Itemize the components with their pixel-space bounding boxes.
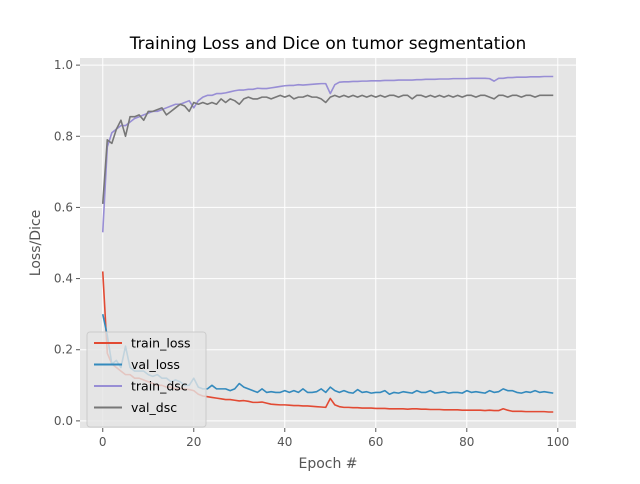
x-tick-label: 20 xyxy=(186,435,201,449)
y-tick-label: 0.4 xyxy=(54,272,73,286)
x-tick-label: 40 xyxy=(277,435,292,449)
y-tick-label: 0.0 xyxy=(54,414,73,428)
y-tick-label: 0.6 xyxy=(54,200,73,214)
series-line-val-dsc xyxy=(101,94,554,204)
legend-label-train-loss: train_loss xyxy=(131,336,191,351)
series-line-train-dsc xyxy=(101,75,554,233)
y-tick-label: 0.8 xyxy=(54,129,73,143)
legend-label-train-dsc: train_dsc xyxy=(131,379,188,394)
y-tick-label: 0.2 xyxy=(54,343,73,357)
legend-box xyxy=(86,331,207,428)
x-tick-label: 0 xyxy=(99,435,107,449)
x-tick-label: 80 xyxy=(459,435,474,449)
axis-ticks: 0 20 40 60 80 100 0.0 0.2 0.4 0.6 0.8 1.0 xyxy=(54,58,569,449)
legend-label-val-dsc: val_dsc xyxy=(131,400,177,415)
legend: train_loss val_loss train_dsc val_dsc xyxy=(86,331,207,428)
legend-label-val-loss: val_loss xyxy=(131,357,180,372)
chart-title: Training Loss and Dice on tumor segmenta… xyxy=(129,34,527,54)
y-axis-label: Loss/Dice xyxy=(28,210,44,276)
y-tick-label: 1.0 xyxy=(54,58,73,72)
x-tick-label: 60 xyxy=(368,435,383,449)
x-tick-label: 100 xyxy=(546,435,569,449)
x-axis-label: Epoch # xyxy=(298,456,357,472)
